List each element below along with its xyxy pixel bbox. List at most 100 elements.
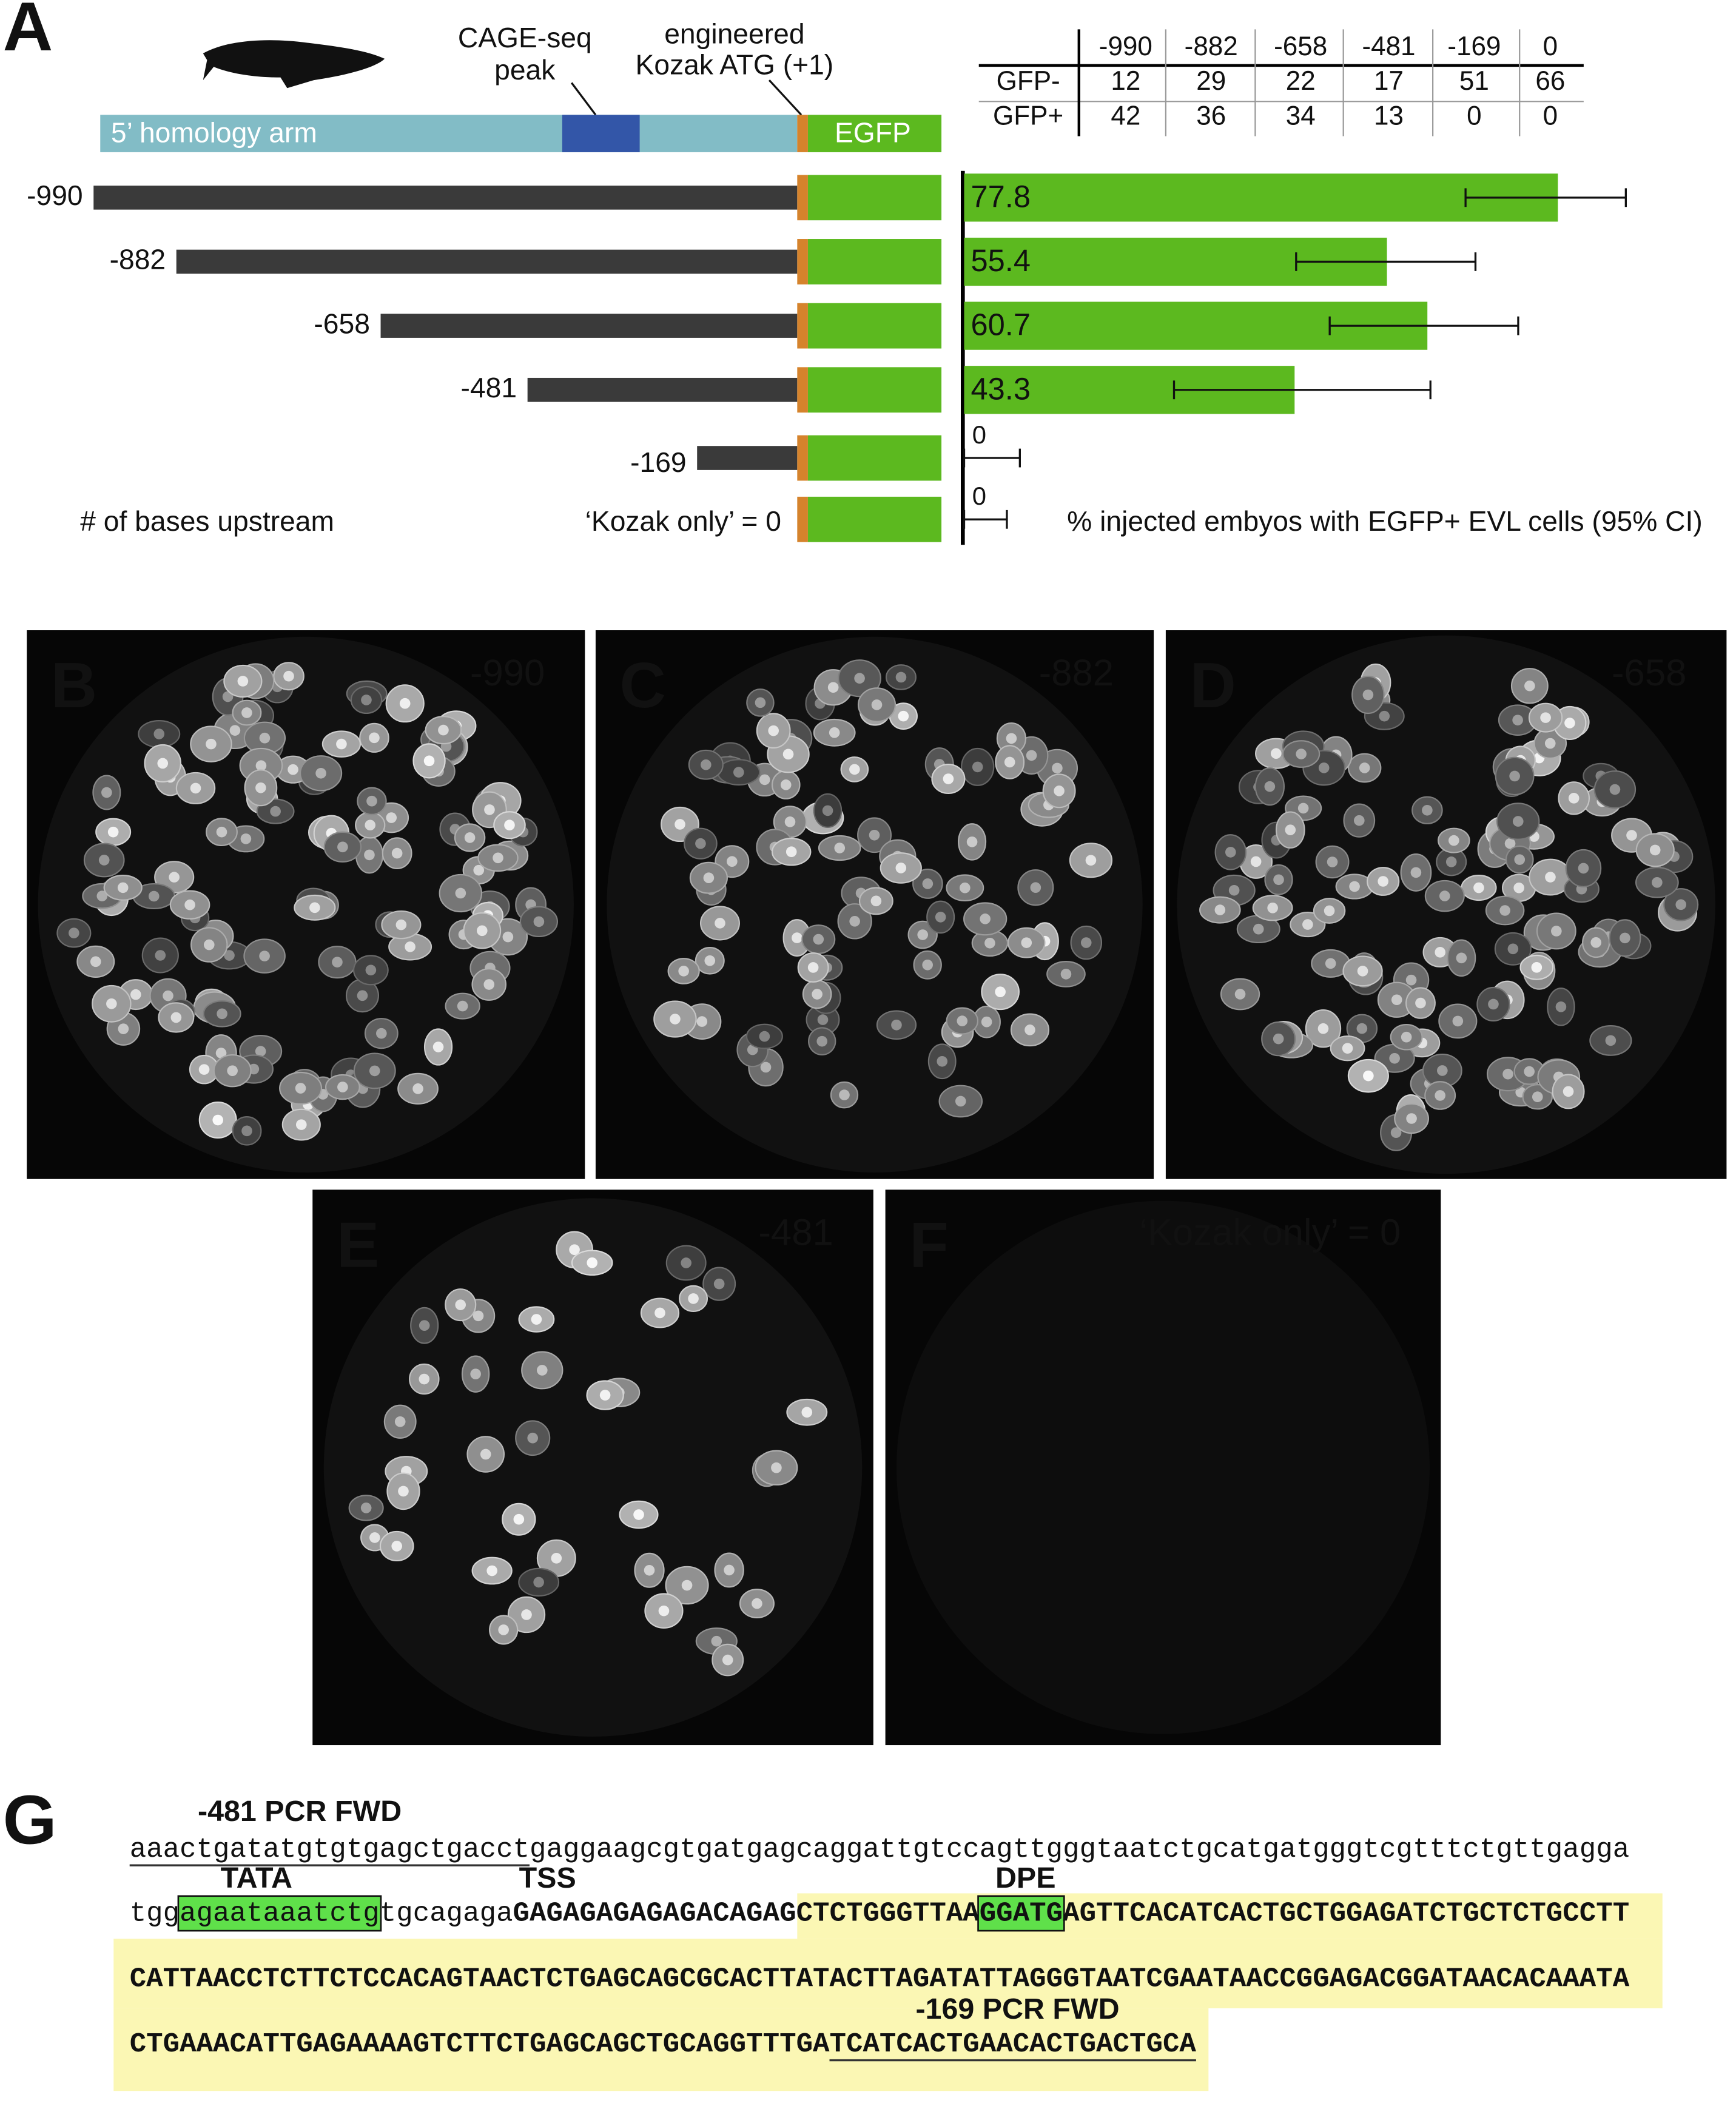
nucleus bbox=[1448, 835, 1459, 846]
category-label: ‘Kozak only’ = 0 bbox=[585, 505, 781, 537]
nucleus bbox=[398, 1486, 409, 1497]
nucleus bbox=[759, 774, 770, 786]
nucleus bbox=[713, 1278, 725, 1290]
kozak bbox=[797, 175, 808, 221]
nucleus bbox=[1406, 1113, 1417, 1124]
nucleus bbox=[259, 951, 270, 961]
nucleus bbox=[1021, 937, 1032, 948]
nucleus bbox=[1379, 710, 1390, 722]
nucleus bbox=[1410, 867, 1422, 878]
motif-label: TSS bbox=[519, 1862, 576, 1894]
nucleus bbox=[849, 764, 860, 775]
nucleus bbox=[423, 755, 435, 767]
kozak bbox=[797, 239, 808, 284]
nucleus bbox=[1649, 844, 1661, 856]
panel-letter: E bbox=[337, 1209, 379, 1280]
nucleus bbox=[504, 819, 515, 831]
nucleus bbox=[1675, 899, 1687, 910]
nucleus bbox=[190, 782, 201, 794]
pointer bbox=[570, 82, 597, 116]
nucleus bbox=[759, 1031, 770, 1042]
row-label: GFP- bbox=[997, 66, 1060, 96]
nucleus bbox=[955, 1095, 966, 1107]
nucleus bbox=[937, 1055, 948, 1067]
nucleus bbox=[1357, 966, 1368, 977]
value-label: 43.3 bbox=[971, 371, 1031, 406]
category-label: -169 bbox=[630, 446, 687, 478]
nucleus bbox=[237, 676, 249, 687]
nucleus bbox=[822, 805, 833, 816]
highlight bbox=[797, 1893, 1663, 1939]
nucleus bbox=[1391, 994, 1402, 1006]
nucleus bbox=[366, 795, 377, 807]
primer-label: -481 PCR FWD bbox=[198, 1795, 402, 1828]
nucleus bbox=[241, 1125, 252, 1137]
nucleus bbox=[1545, 872, 1556, 883]
nucleus bbox=[1531, 962, 1543, 973]
nucleus bbox=[419, 1320, 430, 1331]
nucleus bbox=[813, 934, 824, 945]
nucleus bbox=[771, 1462, 782, 1473]
nucleus bbox=[502, 931, 514, 943]
nucleus bbox=[1026, 750, 1037, 761]
nucleus bbox=[1389, 1052, 1400, 1064]
nucleus bbox=[829, 727, 840, 738]
table-cell: 12 bbox=[1111, 66, 1140, 96]
homology-arm bbox=[100, 115, 798, 152]
nucleus bbox=[1264, 781, 1276, 792]
nucleus bbox=[1439, 890, 1450, 901]
nucleus bbox=[1362, 689, 1374, 701]
nucleus bbox=[1270, 748, 1282, 759]
nucleus bbox=[255, 760, 267, 772]
nucleus bbox=[295, 1083, 306, 1094]
homology-label: 5’ homology arm bbox=[111, 117, 317, 149]
nucleus bbox=[498, 1624, 509, 1635]
nucleus bbox=[1296, 749, 1307, 759]
egfp bbox=[807, 303, 942, 349]
nucleus bbox=[569, 1244, 580, 1256]
nucleus bbox=[1452, 1015, 1464, 1027]
bar bbox=[964, 173, 1558, 222]
nucleus bbox=[533, 1576, 544, 1588]
nucleus bbox=[1356, 1023, 1368, 1034]
nucleus bbox=[1378, 876, 1388, 887]
nucleus bbox=[633, 1509, 644, 1520]
nucleus bbox=[1342, 1043, 1353, 1054]
nucleus bbox=[1085, 855, 1097, 866]
nucleus bbox=[1415, 997, 1426, 1009]
nucleus bbox=[1578, 863, 1589, 874]
highlight bbox=[113, 2008, 1209, 2091]
nucleus bbox=[870, 895, 882, 907]
nucleus bbox=[1228, 884, 1240, 896]
nucleus bbox=[1401, 1031, 1412, 1043]
nucleus bbox=[587, 1257, 598, 1268]
error-bar bbox=[1328, 316, 1519, 335]
nucleus bbox=[957, 1015, 968, 1026]
nucleus bbox=[854, 673, 865, 684]
nucleus bbox=[486, 1565, 497, 1576]
nucleus bbox=[473, 864, 485, 876]
nucleus bbox=[101, 787, 112, 798]
panel-letter: C bbox=[620, 650, 666, 721]
nucleus bbox=[337, 1082, 348, 1092]
sequence-text: aaactgatatgtgtgagctgacct bbox=[130, 1834, 530, 1865]
egfp bbox=[807, 175, 942, 221]
table-header: -990 bbox=[1099, 32, 1152, 61]
nucleus bbox=[473, 1310, 484, 1322]
nucleus bbox=[1544, 738, 1556, 749]
row-label: GFP+ bbox=[993, 101, 1063, 130]
nucleus bbox=[1405, 974, 1417, 986]
table-cell: 29 bbox=[1196, 66, 1226, 96]
nucleus bbox=[1532, 1091, 1543, 1103]
nucleus bbox=[365, 964, 377, 976]
table-header: -169 bbox=[1447, 32, 1501, 61]
nucleus bbox=[432, 1041, 444, 1052]
nucleus bbox=[118, 1023, 129, 1034]
nucleus bbox=[369, 1065, 380, 1077]
nucleus bbox=[727, 856, 738, 867]
nucleus bbox=[980, 914, 991, 924]
sequence-text: GGATG bbox=[980, 1898, 1063, 1930]
nucleus bbox=[715, 918, 725, 929]
nucleus bbox=[733, 767, 744, 778]
value-label: 0 bbox=[972, 482, 986, 510]
